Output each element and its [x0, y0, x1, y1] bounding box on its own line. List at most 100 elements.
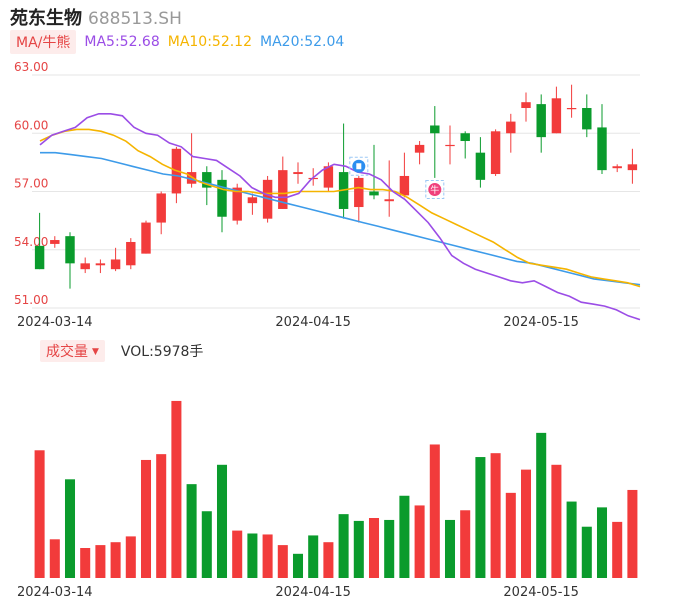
volume-bar [399, 495, 410, 578]
volume-bar [247, 533, 258, 578]
ma-toggle-button[interactable]: MA/牛熊 [10, 30, 77, 54]
ma5-line [39, 113, 641, 321]
y-tick-label: 51.00 [14, 293, 48, 307]
volume-bar [125, 536, 136, 578]
y-tick-label: 63.00 [14, 60, 48, 74]
volume-bar [490, 453, 501, 578]
candle-body [354, 177, 364, 208]
candle-body [506, 121, 516, 134]
volume-bar [581, 526, 592, 578]
x-tick-label: 2024-04-15 [275, 585, 351, 600]
candle-body [232, 187, 242, 221]
volume-bar [64, 479, 76, 578]
volume-bar [140, 459, 152, 578]
volume-bar [277, 545, 288, 578]
ma20-legend: MA20:52.04 [260, 34, 345, 50]
candle-body [247, 197, 258, 204]
x-tick-label: 2024-03-14 [17, 585, 93, 600]
x-tick-label: 2024-05-15 [503, 585, 579, 600]
volume-bar [566, 501, 577, 578]
candle-body [65, 236, 75, 264]
volume-bar [80, 548, 91, 578]
volume-bar [414, 505, 425, 578]
x-tick-label: 2024-05-15 [503, 315, 579, 330]
x-tick-label: 2024-03-14 [17, 315, 93, 330]
candle-body [217, 179, 227, 217]
volume-legend: 成交量 ▼ VOL:5978手 [40, 340, 203, 362]
volume-bar [536, 432, 547, 578]
volume-bar [520, 469, 532, 578]
volume-bar [49, 539, 60, 578]
volume-bar [505, 492, 516, 578]
marker-frame [349, 156, 369, 176]
candle-body [384, 199, 394, 202]
volume-bar [186, 484, 197, 578]
marker-frame [425, 180, 445, 200]
volume-bar [444, 519, 456, 578]
candle-body [95, 263, 106, 266]
ma-legend: MA/牛熊 MA5:52.68 MA10:52.12 MA20:52.04 [10, 30, 344, 54]
bull-badge-icon: 牛 [425, 180, 445, 200]
volume-bar [551, 464, 562, 578]
candle-body [566, 108, 577, 110]
candle-body [430, 125, 440, 134]
candle-body [126, 241, 136, 266]
volume-bar [368, 518, 380, 578]
candle-body [414, 144, 425, 153]
candle-body [141, 222, 151, 254]
volume-bar [110, 542, 121, 578]
marker-text: 牛 [430, 184, 439, 196]
volume-bar [460, 510, 471, 578]
candle-body [156, 193, 166, 223]
ma10-legend: MA10:52.12 [167, 34, 253, 50]
y-tick-label: 57.00 [14, 177, 48, 191]
candle-body [293, 172, 303, 175]
volume-bar [201, 511, 212, 578]
volume-toggle-label: 成交量 [46, 344, 88, 360]
volume-bar [262, 534, 273, 578]
volume-bar [338, 514, 349, 578]
shield-badge-icon [349, 156, 369, 176]
ma5-legend: MA5:52.68 [84, 34, 160, 50]
volume-bar [627, 489, 638, 578]
volume-bar [429, 444, 440, 578]
stock-header: 苑东生物 688513.SH [10, 4, 182, 29]
candle-body [323, 166, 334, 188]
volume-bar [323, 542, 334, 578]
volume-bar [156, 454, 167, 578]
volume-bar [232, 530, 243, 578]
candle-body [536, 104, 546, 138]
candle-body [627, 164, 638, 171]
volume-toggle-button[interactable]: 成交量 ▼ [40, 340, 105, 362]
ma10-line [39, 128, 641, 288]
candle-body [399, 175, 410, 196]
candle-body [50, 240, 60, 244]
candle-body [445, 144, 455, 147]
candle-body [551, 98, 562, 134]
candle-body [80, 263, 90, 270]
marker-dot [428, 183, 442, 197]
marker-shield [356, 163, 362, 170]
candle-body [34, 245, 45, 270]
volume-bar [34, 450, 45, 578]
candle-body [475, 152, 486, 180]
candle-body [582, 108, 592, 130]
candle-body [278, 170, 288, 209]
volume-bar [475, 457, 486, 578]
stock-code: 688513.SH [88, 9, 182, 29]
caret-down-icon: ▼ [92, 347, 99, 357]
candle-body [110, 259, 121, 270]
volume-bar [292, 553, 304, 578]
volume-bar [596, 507, 608, 578]
candle-body [612, 166, 622, 169]
candle-body [597, 127, 607, 171]
volume-bar [216, 464, 228, 578]
candle-body [369, 191, 379, 196]
volume-bar [353, 520, 364, 578]
volume-bar [171, 400, 182, 578]
stock-name: 苑东生物 [10, 8, 82, 29]
volume-bar [384, 519, 395, 578]
candle-body [202, 172, 212, 188]
volume-bar [612, 521, 623, 578]
